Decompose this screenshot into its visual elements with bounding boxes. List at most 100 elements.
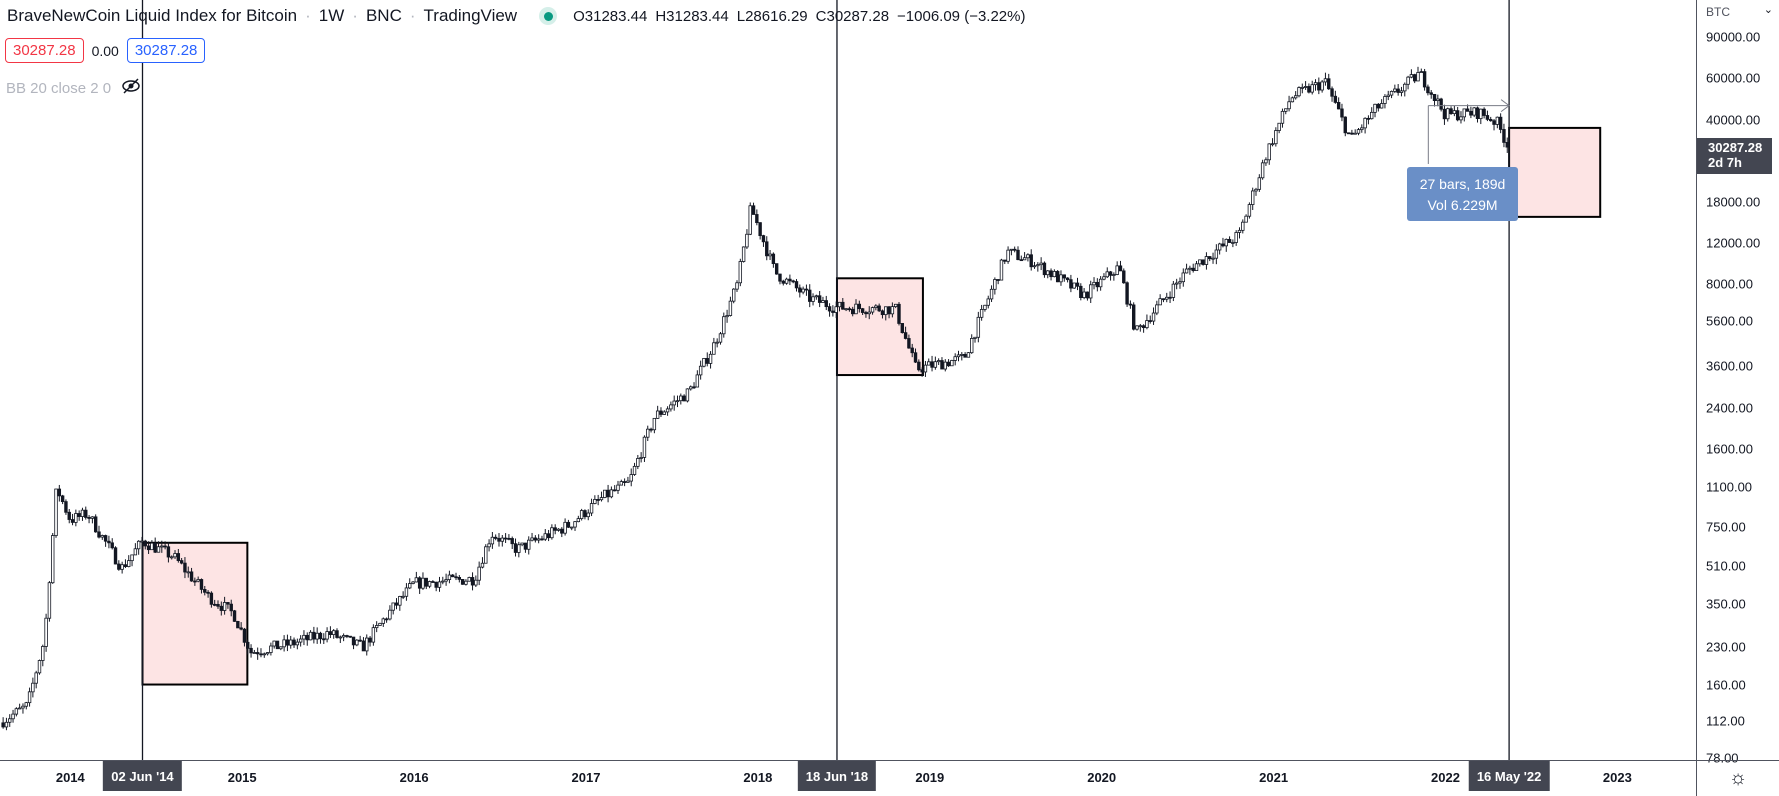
candle-body	[47, 582, 52, 619]
candle-body	[431, 581, 435, 583]
ohlc-low: L28616.29	[736, 7, 808, 25]
candle-body	[110, 542, 114, 549]
candle-body	[1244, 215, 1248, 223]
date-marker-label: 16 May '22	[1468, 761, 1550, 791]
candle-body	[1389, 90, 1394, 96]
candle-body	[712, 342, 716, 355]
candle-body	[444, 579, 448, 582]
candle-body	[900, 323, 904, 334]
candle-body	[87, 517, 91, 519]
candle-body	[249, 647, 253, 654]
candle-body	[1257, 177, 1262, 190]
candle-body	[593, 499, 597, 504]
indicator-label[interactable]: BB 20 close 2 0	[6, 79, 112, 97]
candle-body	[384, 618, 389, 621]
candle-body	[1141, 325, 1146, 329]
candle-body	[860, 308, 865, 313]
candle-body	[946, 361, 951, 367]
candle-body	[1465, 108, 1470, 112]
candle-body	[698, 365, 703, 376]
candle-body	[464, 580, 468, 585]
year-label: 2015	[227, 770, 257, 785]
candle-body	[338, 636, 343, 639]
arrow-head-icon	[1500, 99, 1510, 113]
candle-body	[1366, 117, 1371, 120]
candle-body	[371, 627, 376, 643]
market-status-icon[interactable]	[539, 7, 558, 25]
price-tick: 2400.00	[1706, 400, 1753, 416]
candle-body	[953, 356, 957, 361]
candle-body	[910, 347, 914, 354]
year-label: 2014	[55, 770, 85, 785]
candle-body	[887, 306, 891, 315]
candle-body	[1472, 107, 1476, 116]
candle-body	[259, 653, 263, 656]
candle-body	[345, 635, 349, 637]
sell-price-button[interactable]: 30287.28	[5, 38, 84, 63]
candle-body	[67, 511, 71, 520]
candle-body	[903, 332, 908, 339]
candle-body	[1095, 281, 1100, 288]
candle-body	[113, 547, 118, 565]
candle-body	[51, 535, 55, 584]
candle-body	[1353, 132, 1357, 135]
candle-body	[120, 564, 124, 570]
candle-body	[1280, 110, 1285, 124]
chevron-down-icon[interactable]: ⌄	[1763, 4, 1773, 16]
candle-body	[583, 510, 587, 518]
candle-body	[341, 635, 346, 638]
candle-body	[695, 374, 700, 388]
candle-body	[1237, 229, 1242, 233]
candle-body	[586, 512, 590, 518]
candle-body	[252, 652, 257, 654]
candle-body	[1505, 142, 1509, 148]
interval[interactable]: 1W	[318, 6, 345, 25]
candle-body	[1112, 274, 1116, 276]
candle-body	[851, 308, 855, 315]
candle-body	[870, 307, 875, 313]
candle-body	[596, 499, 600, 501]
candle-body	[302, 634, 306, 640]
candle-body	[510, 538, 514, 545]
time-axis[interactable]: ☼ 2014 2015 2016 2017 2018 2019 2020 2021 2022 20…	[0, 760, 1779, 796]
candle-body	[527, 539, 531, 550]
measure-volume: Vol 6.229M	[1427, 197, 1498, 213]
candle-body	[844, 308, 848, 311]
candle-body	[1158, 298, 1162, 306]
candle-body	[642, 436, 647, 458]
eye-hidden-icon[interactable]	[121, 78, 141, 98]
settings-icon[interactable]: ☼	[1696, 761, 1779, 796]
candle-body	[765, 241, 769, 257]
candle-body	[801, 288, 805, 293]
year-label: 2022	[1431, 770, 1460, 785]
candle-body	[424, 577, 428, 587]
year-label: 2023	[1602, 770, 1632, 785]
candle-body	[612, 489, 617, 492]
candle-body	[143, 540, 147, 547]
candle-body	[834, 306, 838, 313]
candle-body	[103, 535, 108, 542]
candle-body	[798, 287, 802, 293]
candle-body	[318, 632, 323, 640]
candle-body	[1290, 97, 1295, 103]
candle-body	[718, 333, 723, 343]
candle-body	[127, 560, 131, 567]
price-axis[interactable]: BTC ⌄ 90000.00 60000.00 40000.00 18000.00 12…	[1696, 0, 1779, 766]
candle-body	[1300, 86, 1304, 89]
candle-body	[1211, 257, 1215, 260]
year-label: 2017	[571, 770, 601, 785]
candle-body	[884, 306, 888, 316]
candle-body	[619, 481, 624, 486]
candle-body	[1069, 279, 1073, 289]
candle-body	[692, 386, 696, 389]
buy-price-button[interactable]: 30287.28	[126, 38, 206, 63]
symbol-title[interactable]: BraveNewCoin Liquid Index for Bitcoin	[7, 6, 298, 25]
candle-body	[325, 631, 329, 640]
candle-body	[1151, 312, 1156, 322]
candle-body	[1089, 284, 1093, 299]
highlight-box	[835, 277, 924, 377]
price-chart[interactable]	[0, 0, 1696, 760]
currency-label[interactable]: BTC	[1706, 5, 1730, 19]
candle-body	[563, 521, 567, 534]
candle-body	[722, 316, 726, 335]
